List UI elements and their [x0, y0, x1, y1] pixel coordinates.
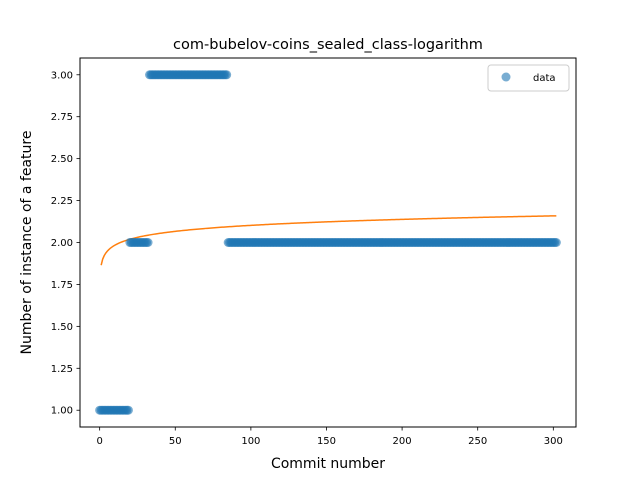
data-point — [123, 405, 133, 415]
legend-label-data: data — [533, 73, 556, 84]
fit-line-group — [100, 215, 557, 266]
y-tick-label: 1.75 — [51, 280, 73, 291]
y-tick-label: 2.50 — [51, 154, 73, 165]
y-tick-label: 3.00 — [51, 70, 73, 81]
y-tick-label: 1.25 — [51, 364, 73, 375]
chart-title: com-bubelov-coins_sealed_class-logarithm — [173, 37, 483, 53]
y-tick-label: 1.00 — [51, 406, 73, 417]
x-tick-label: 50 — [169, 436, 182, 447]
y-tick-label: 1.50 — [51, 322, 73, 333]
y-axis-label: Number of instance of a feature — [19, 131, 35, 355]
data-points-group — [95, 70, 561, 415]
y-axis: 1.00 1.25 1.50 1.75 2.00 2.25 2.50 2.75 3.00 — [51, 70, 80, 417]
x-axis: 0 50 100 150 200 250 300 — [96, 427, 563, 447]
legend-marker-data — [501, 72, 511, 82]
x-axis-label: Commit number — [271, 456, 385, 472]
x-tick-label: 300 — [544, 436, 563, 447]
y-tick-label: 2.75 — [51, 112, 73, 123]
x-tick-label: 250 — [468, 436, 487, 447]
data-point — [551, 238, 561, 247]
y-tick-label: 2.25 — [51, 196, 73, 207]
legend-box — [487, 64, 570, 92]
x-tick-label: 0 — [96, 436, 102, 447]
plot-area — [95, 70, 561, 415]
fit-line — [100, 215, 557, 266]
x-tick-label: 200 — [393, 436, 412, 447]
x-tick-label: 150 — [317, 436, 336, 447]
legend: data — [487, 64, 570, 92]
y-tick-label: 2.00 — [51, 238, 73, 249]
data-point — [143, 238, 153, 247]
data-point — [222, 70, 232, 80]
x-tick-label: 100 — [241, 436, 260, 447]
